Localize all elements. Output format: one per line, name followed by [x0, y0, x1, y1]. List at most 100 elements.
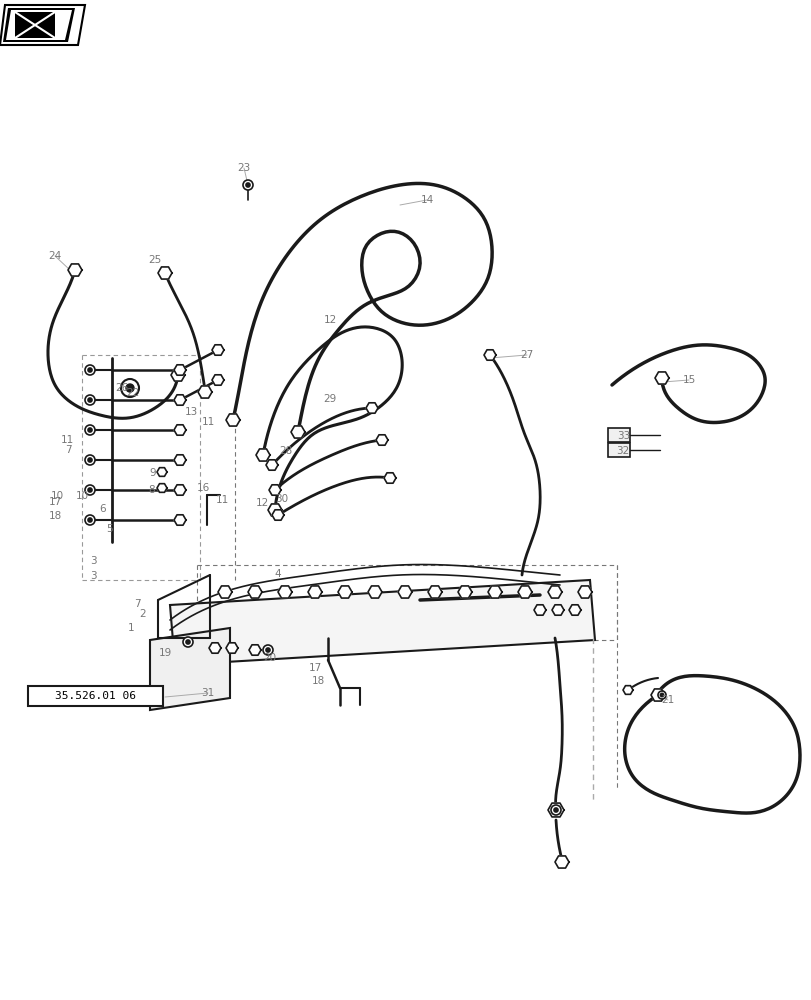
Polygon shape	[15, 12, 55, 38]
Text: 2: 2	[139, 609, 146, 619]
Text: 17: 17	[49, 497, 62, 507]
Ellipse shape	[657, 691, 665, 699]
Polygon shape	[534, 605, 545, 615]
Text: 12: 12	[323, 315, 337, 325]
Polygon shape	[457, 586, 471, 598]
Polygon shape	[68, 264, 82, 276]
Polygon shape	[198, 386, 212, 398]
Polygon shape	[366, 403, 378, 413]
Text: 17: 17	[308, 663, 321, 673]
Ellipse shape	[88, 368, 92, 372]
Text: 11: 11	[215, 495, 229, 505]
Text: 21: 21	[661, 695, 674, 705]
Text: 3: 3	[89, 556, 97, 566]
Text: 16: 16	[196, 483, 209, 493]
Text: 33: 33	[616, 431, 630, 441]
Polygon shape	[277, 586, 292, 598]
Polygon shape	[367, 586, 381, 598]
Ellipse shape	[263, 645, 272, 655]
Bar	[28, 686, 163, 706]
Text: 15: 15	[681, 375, 695, 385]
Polygon shape	[171, 369, 185, 381]
Text: 10: 10	[50, 491, 63, 501]
Polygon shape	[337, 586, 351, 598]
Polygon shape	[3, 8, 75, 42]
Ellipse shape	[182, 637, 193, 647]
Ellipse shape	[85, 485, 95, 495]
Polygon shape	[217, 586, 232, 598]
Ellipse shape	[88, 488, 92, 492]
Polygon shape	[157, 468, 167, 476]
Polygon shape	[290, 426, 305, 438]
Polygon shape	[427, 586, 441, 598]
Text: 1: 1	[127, 623, 134, 633]
Ellipse shape	[88, 458, 92, 462]
Polygon shape	[174, 455, 186, 465]
Text: 31: 31	[201, 688, 214, 698]
Polygon shape	[554, 856, 569, 868]
Ellipse shape	[126, 384, 134, 392]
Polygon shape	[307, 586, 322, 598]
Text: 18: 18	[49, 511, 62, 521]
Polygon shape	[569, 605, 581, 615]
Text: 22: 22	[127, 388, 139, 398]
Text: 10: 10	[75, 491, 88, 501]
Polygon shape	[0, 5, 85, 45]
Polygon shape	[268, 485, 281, 495]
Ellipse shape	[266, 648, 270, 652]
Polygon shape	[212, 375, 224, 385]
Text: 18: 18	[311, 676, 324, 686]
Polygon shape	[483, 350, 496, 360]
Polygon shape	[654, 372, 668, 384]
Polygon shape	[247, 586, 262, 598]
Polygon shape	[249, 645, 260, 655]
Ellipse shape	[85, 515, 95, 525]
Ellipse shape	[242, 180, 253, 190]
Text: 26: 26	[115, 383, 128, 393]
Polygon shape	[268, 504, 281, 516]
Text: 4: 4	[274, 569, 281, 579]
Text: 11: 11	[201, 417, 214, 427]
Polygon shape	[174, 425, 186, 435]
Polygon shape	[174, 515, 186, 525]
Polygon shape	[650, 689, 664, 701]
Text: 27: 27	[520, 350, 533, 360]
Polygon shape	[375, 435, 388, 445]
Ellipse shape	[88, 428, 92, 432]
Polygon shape	[169, 580, 594, 665]
Text: 8: 8	[148, 485, 155, 495]
Text: 12: 12	[255, 498, 268, 508]
Text: 30: 30	[275, 494, 288, 504]
Polygon shape	[255, 449, 270, 461]
Polygon shape	[225, 643, 238, 653]
Text: 32: 32	[616, 446, 629, 456]
Polygon shape	[158, 267, 172, 279]
Ellipse shape	[85, 365, 95, 375]
Polygon shape	[212, 345, 224, 355]
Ellipse shape	[186, 640, 190, 644]
Polygon shape	[6, 10, 72, 40]
Polygon shape	[266, 460, 277, 470]
Ellipse shape	[553, 808, 557, 812]
Polygon shape	[622, 686, 633, 694]
Polygon shape	[547, 586, 561, 598]
Text: 23: 23	[237, 163, 251, 173]
Polygon shape	[487, 586, 501, 598]
Text: 20: 20	[263, 653, 277, 663]
Text: 3: 3	[89, 571, 97, 581]
Polygon shape	[174, 365, 186, 375]
Text: 7: 7	[134, 599, 140, 609]
Polygon shape	[157, 484, 167, 492]
Polygon shape	[225, 414, 240, 426]
Polygon shape	[174, 485, 186, 495]
Text: 13: 13	[184, 407, 197, 417]
Text: 28: 28	[279, 446, 292, 456]
Ellipse shape	[85, 425, 95, 435]
Polygon shape	[551, 605, 564, 615]
Ellipse shape	[551, 805, 560, 815]
Text: 9: 9	[149, 468, 157, 478]
Polygon shape	[272, 510, 284, 520]
Bar	[607, 443, 629, 457]
Ellipse shape	[121, 379, 139, 397]
Polygon shape	[517, 586, 531, 598]
